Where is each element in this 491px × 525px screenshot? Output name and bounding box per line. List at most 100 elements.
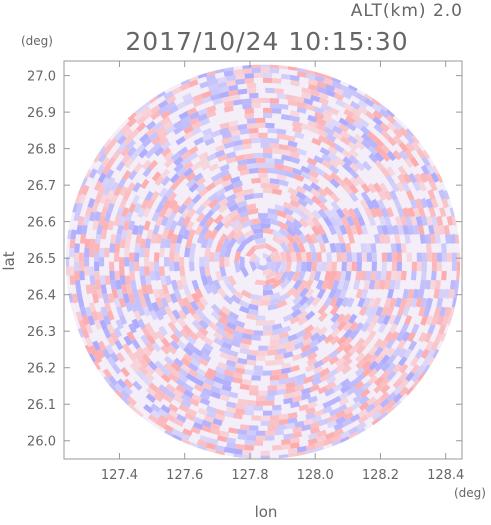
radar-bin — [223, 100, 234, 108]
radar-bin — [405, 134, 415, 145]
radar-bin — [380, 377, 391, 388]
radar-bin — [239, 348, 250, 355]
radar-bin — [292, 225, 303, 236]
radar-bin — [223, 331, 235, 341]
radar-bin — [439, 207, 447, 218]
radar-bin — [430, 315, 439, 326]
radar-bin — [123, 135, 134, 146]
radar-bin — [210, 422, 221, 431]
radar-bin — [298, 217, 309, 228]
radar-bin — [204, 256, 210, 267]
radar-bin — [126, 284, 133, 295]
radar-bin — [318, 92, 329, 100]
radar-bin — [81, 184, 90, 196]
radar-bin — [292, 218, 303, 229]
radar-bin — [317, 208, 328, 220]
radar-bin — [221, 237, 231, 249]
radar-bin — [425, 198, 434, 209]
x-tick-label: 127.6 — [166, 468, 203, 483]
radar-bin — [217, 361, 228, 370]
radar-bin — [127, 220, 136, 231]
radar-bin — [404, 149, 414, 160]
radar-bin — [258, 345, 268, 351]
radar-bin — [292, 287, 303, 299]
radar-bin — [89, 238, 96, 249]
radar-bin — [150, 190, 160, 202]
radar-bin — [119, 266, 125, 276]
radar-bin — [380, 166, 390, 178]
radar-bin — [237, 88, 248, 95]
radar-bin — [114, 252, 120, 262]
radar-bin — [132, 182, 142, 193]
radar-bin — [176, 101, 187, 110]
radar-bin — [278, 337, 289, 345]
radar-bin — [307, 78, 318, 86]
radar-bin — [326, 261, 332, 272]
radar-bin — [232, 144, 243, 152]
radar-bin — [295, 185, 307, 195]
radar-bin — [258, 132, 268, 138]
radar-bin — [129, 128, 140, 139]
radar-bin — [190, 426, 201, 435]
radar-bin — [342, 321, 353, 332]
radar-bin — [96, 311, 105, 322]
radar-bin — [267, 127, 277, 134]
radar-bin — [155, 330, 165, 341]
radar-bin — [359, 118, 370, 129]
radar-bin — [269, 218, 281, 226]
radar-bin — [223, 294, 234, 305]
radar-bin — [176, 216, 186, 227]
radar-bin — [392, 224, 400, 235]
radar-bin — [431, 252, 437, 262]
radar-bin — [434, 234, 441, 244]
radar-bin — [451, 261, 457, 272]
radar-bin — [143, 404, 154, 414]
radar-bin — [329, 305, 340, 316]
radar-bin — [197, 113, 208, 122]
radar-bin — [340, 130, 351, 140]
radar-bin — [157, 408, 169, 418]
radar-bin — [366, 252, 372, 262]
radar-bin — [361, 183, 371, 194]
radar-bin — [89, 275, 96, 286]
radar-bin — [394, 297, 403, 308]
radar-bin — [158, 99, 169, 109]
radar-bin — [110, 234, 117, 244]
radar-bin — [145, 127, 157, 137]
radar-bin — [170, 279, 179, 290]
radar-bin — [342, 336, 353, 347]
radar-bin — [239, 168, 250, 176]
radar-bin — [274, 353, 285, 361]
radar-bin — [311, 261, 317, 272]
radar-bin — [119, 238, 126, 249]
radar-bin — [105, 344, 115, 355]
radar-bin — [281, 73, 291, 80]
radar-bin — [290, 401, 301, 409]
radar-bin — [200, 237, 209, 249]
radar-bin — [341, 207, 351, 219]
radar-bin — [135, 233, 142, 244]
radar-bin — [204, 137, 215, 146]
radar-bin — [245, 245, 256, 257]
radar-bin — [269, 138, 280, 144]
radar-bin — [217, 203, 229, 214]
radar-bin — [441, 243, 447, 253]
radar-bin — [120, 389, 131, 400]
radar-bin — [328, 288, 337, 300]
radar-bin — [159, 195, 169, 206]
radar-bin — [210, 391, 221, 400]
radar-bin — [378, 215, 387, 227]
radar-bin — [144, 266, 150, 276]
radar-bin — [342, 162, 353, 173]
radar-bin — [181, 399, 192, 409]
radar-bin — [313, 359, 324, 369]
radar-bin — [258, 390, 268, 396]
radar-bin — [196, 373, 207, 383]
radar-bin — [232, 413, 243, 420]
radar-bin — [166, 229, 175, 240]
radar-bin — [155, 297, 164, 308]
radar-bin — [314, 441, 325, 449]
radar-bin — [242, 103, 252, 110]
radar-bin — [263, 284, 275, 291]
radar-bin — [92, 340, 101, 351]
